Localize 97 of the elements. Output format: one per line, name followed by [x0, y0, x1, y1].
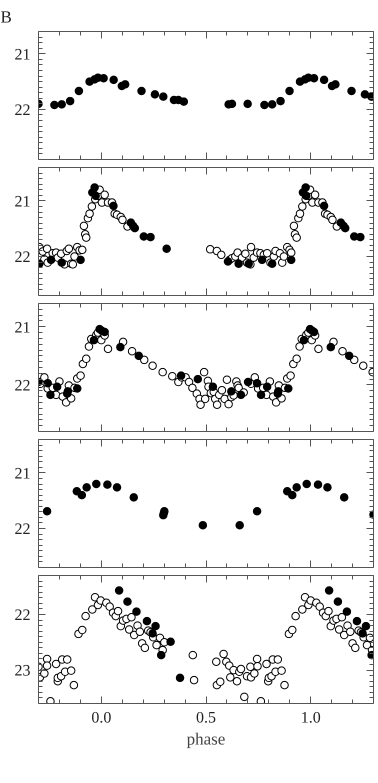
point: [292, 483, 301, 492]
point: [112, 483, 122, 492]
point: [114, 586, 124, 595]
point: [324, 586, 334, 595]
y-tick-label: 22: [14, 249, 30, 266]
point: [276, 96, 285, 106]
point: [194, 374, 202, 384]
y-tick-label: 21: [14, 46, 30, 64]
point: [198, 520, 208, 530]
point: [151, 622, 160, 630]
point: [57, 100, 66, 109]
point: [258, 256, 266, 264]
point: [146, 232, 155, 242]
point: [288, 490, 297, 500]
point: [252, 378, 262, 388]
point: [256, 390, 266, 400]
point: [331, 80, 340, 89]
point: [42, 507, 52, 516]
point: [72, 384, 82, 393]
point: [320, 76, 328, 84]
point: [162, 244, 171, 253]
point: [323, 483, 332, 492]
y-tick-label: 21: [14, 193, 30, 210]
y-tick-label: 21: [14, 465, 30, 482]
point: [123, 597, 132, 606]
point: [344, 352, 354, 360]
point: [52, 382, 62, 391]
y-tick-label: 22: [14, 102, 30, 119]
point: [120, 80, 130, 89]
y-tick-label: 22: [14, 606, 30, 624]
point: [82, 483, 91, 492]
point: [310, 74, 318, 82]
point: [137, 86, 146, 96]
y-tick-label: 22: [14, 521, 30, 538]
point: [103, 480, 112, 489]
y-tick-label: 23: [14, 662, 30, 680]
point: [244, 378, 252, 386]
point: [90, 183, 99, 192]
point: [130, 493, 138, 502]
point: [342, 607, 352, 616]
y-tick-label: 21: [14, 319, 30, 336]
point: [132, 607, 141, 616]
point: [301, 183, 310, 192]
point: [262, 382, 272, 391]
point: [356, 232, 365, 242]
point: [236, 390, 246, 400]
point: [284, 384, 293, 393]
x-tick-label: 0.5: [196, 710, 216, 726]
point: [235, 520, 244, 530]
chart-title: B: [0, 8, 12, 26]
x-tick-label: 1.0: [300, 710, 321, 726]
point: [134, 352, 144, 360]
point: [334, 597, 342, 606]
point: [156, 650, 166, 660]
point: [360, 90, 370, 99]
y-tick-label: 22: [14, 377, 30, 394]
point: [302, 480, 311, 488]
point: [109, 76, 118, 84]
point: [314, 480, 322, 489]
point: [116, 342, 125, 352]
point: [142, 616, 152, 626]
point: [227, 387, 236, 396]
point: [150, 90, 160, 99]
point: [320, 202, 328, 210]
point: [50, 100, 59, 110]
point: [286, 256, 296, 264]
point: [352, 616, 362, 626]
point: [57, 258, 66, 267]
point: [326, 342, 336, 352]
point: [78, 490, 86, 500]
point: [340, 493, 348, 502]
point: [260, 100, 269, 110]
point: [43, 378, 52, 388]
point: [252, 507, 262, 516]
x-axis-title: phase: [186, 730, 226, 748]
point: [46, 390, 55, 400]
point: [46, 256, 56, 264]
point: [234, 260, 243, 268]
point: [109, 202, 118, 210]
point: [180, 97, 188, 106]
point: [66, 96, 74, 106]
point: [268, 100, 276, 109]
x-tick-label: 0.0: [91, 710, 112, 726]
point: [76, 256, 85, 264]
point: [74, 86, 84, 96]
point: [362, 622, 370, 630]
point: [159, 92, 168, 101]
point: [285, 86, 294, 96]
point: [243, 100, 252, 108]
point: [347, 86, 356, 96]
point: [166, 637, 175, 646]
point: [92, 480, 101, 488]
point: [91, 192, 100, 200]
point: [90, 336, 98, 344]
point: [300, 336, 308, 344]
point: [208, 382, 218, 391]
point: [176, 674, 184, 682]
